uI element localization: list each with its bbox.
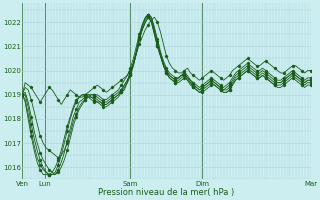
X-axis label: Pression niveau de la mer( hPa ): Pression niveau de la mer( hPa ) [98,188,235,197]
